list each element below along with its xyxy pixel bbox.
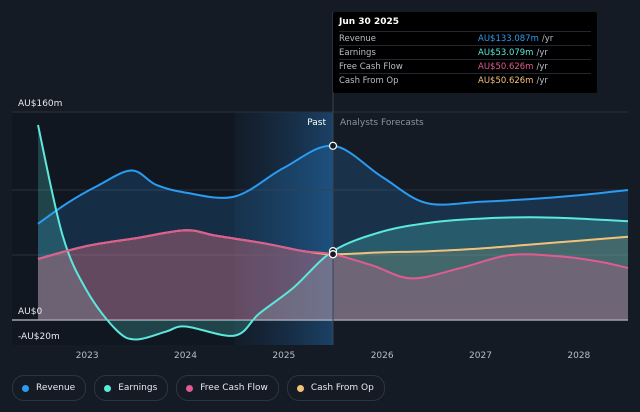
legend-label: Free Cash Flow — [200, 383, 268, 393]
legend-dot-icon — [296, 384, 304, 392]
legend-label: Cash From Op — [310, 383, 374, 393]
legend: Revenue Earnings Free Cash Flow Cash Fro… — [12, 375, 385, 401]
x-tick-label: 2028 — [567, 351, 590, 361]
tooltip-value: AU$50.626m — [478, 75, 534, 86]
tooltip-label: Earnings — [339, 47, 376, 58]
x-tick-label: 2025 — [272, 351, 295, 361]
legend-dot-icon — [186, 384, 194, 392]
x-tick-label: 2023 — [76, 351, 99, 361]
y-tick-label: AU$160m — [18, 99, 62, 109]
tooltip-value: AU$133.087m — [478, 33, 539, 44]
tooltip-unit: /yr — [536, 47, 548, 58]
legend-dot-icon — [22, 384, 29, 392]
tooltip-date: Jun 30 2025 — [339, 17, 400, 27]
x-tick-label: 2026 — [371, 351, 394, 361]
tooltip-row-revenue: Revenue AU$133.087m /yr — [339, 31, 591, 45]
tooltip-unit: /yr — [536, 75, 548, 86]
past-label: Past — [307, 118, 326, 128]
legend-item-fcf[interactable]: Free Cash Flow — [176, 375, 279, 401]
y-tick-label: -AU$20m — [18, 332, 60, 342]
legend-label: Earnings — [118, 383, 158, 393]
tooltip-row-fcf: Free Cash Flow AU$50.626m /yr — [339, 59, 591, 73]
tooltip-label: Revenue — [339, 33, 377, 44]
x-tick-label: 2027 — [469, 351, 492, 361]
tooltip: Jun 30 2025 Revenue AU$133.087m /yr Earn… — [333, 12, 597, 93]
tooltip-value: AU$50.626m — [478, 61, 534, 72]
y-tick-label: AU$0 — [18, 307, 42, 317]
forecast-label: Analysts Forecasts — [340, 118, 424, 128]
tooltip-value: AU$53.079m — [478, 47, 534, 58]
tooltip-unit: /yr — [536, 61, 548, 72]
line-earnings — [37, 124, 629, 341]
marker-cfo — [328, 250, 338, 259]
x-tick-label: 2024 — [174, 351, 197, 361]
tooltip-row-cfo: Cash From Op AU$50.626m /yr — [339, 73, 591, 87]
tooltip-unit: /yr — [541, 33, 554, 44]
legend-item-revenue[interactable]: Revenue — [12, 375, 87, 401]
tooltip-row-earnings: Earnings AU$53.079m /yr — [339, 45, 591, 59]
legend-label: Revenue — [36, 383, 76, 393]
legend-item-earnings[interactable]: Earnings — [94, 375, 169, 401]
legend-dot-icon — [104, 384, 112, 392]
past-highlight-band — [234, 112, 333, 345]
area-earnings — [38, 125, 628, 340]
legend-item-cfo[interactable]: Cash From Op — [286, 375, 385, 401]
tooltip-label: Free Cash Flow — [339, 61, 403, 72]
line-revenue — [37, 144, 629, 225]
tooltip-label: Cash From Op — [339, 75, 399, 86]
marker-revenue — [328, 141, 338, 150]
